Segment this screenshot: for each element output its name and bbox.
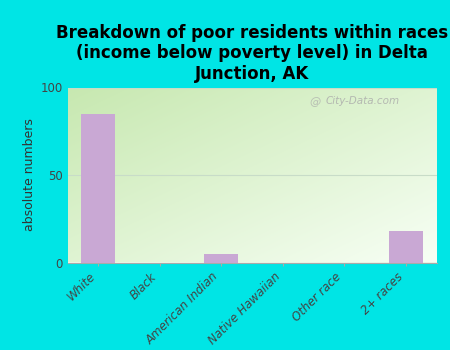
Text: City-Data.com: City-Data.com (326, 96, 400, 106)
Title: Breakdown of poor residents within races
(income below poverty level) in Delta
J: Breakdown of poor residents within races… (56, 23, 448, 83)
Bar (389, 231, 423, 262)
Text: @: @ (309, 97, 320, 107)
Y-axis label: absolute numbers: absolute numbers (23, 119, 36, 231)
Bar (204, 254, 238, 262)
Bar (81, 114, 115, 262)
